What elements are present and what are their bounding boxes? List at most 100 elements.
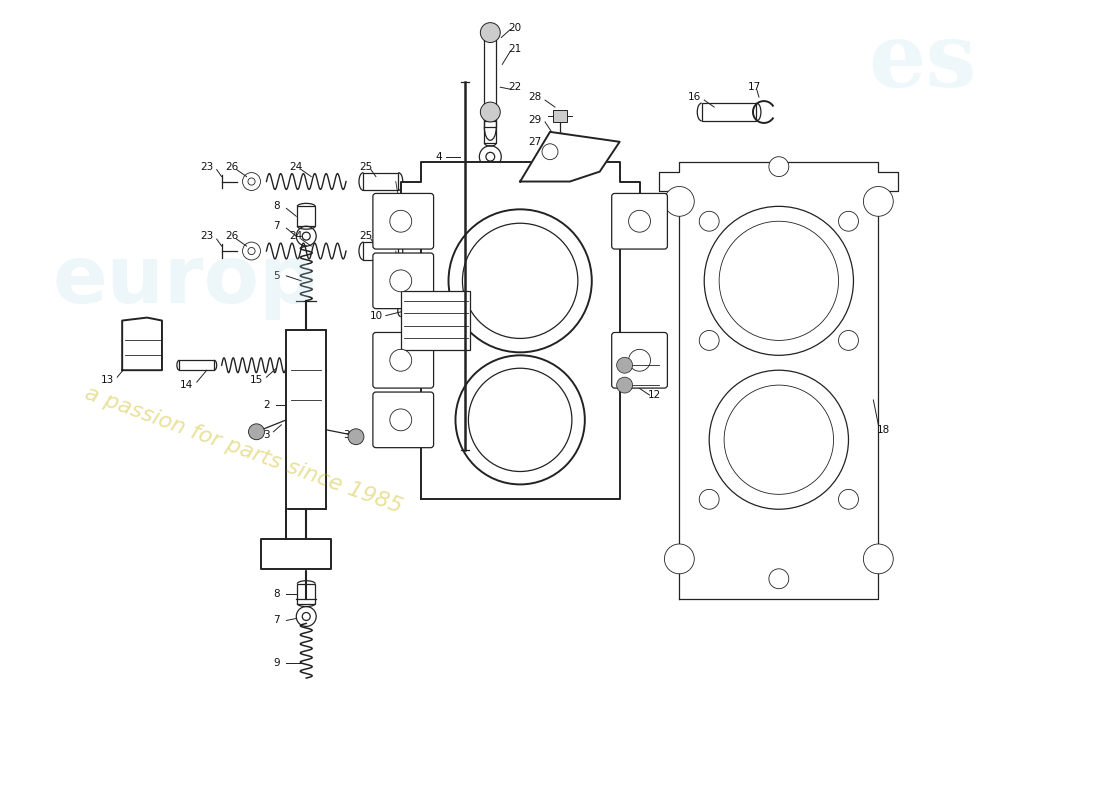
Text: 11: 11 xyxy=(648,370,661,380)
Bar xyxy=(297,206,316,226)
Text: 23: 23 xyxy=(200,231,213,241)
Text: 15: 15 xyxy=(250,375,263,385)
Circle shape xyxy=(710,370,848,510)
FancyBboxPatch shape xyxy=(373,253,433,309)
Circle shape xyxy=(455,355,585,485)
Text: 21: 21 xyxy=(508,45,521,54)
Circle shape xyxy=(389,270,411,292)
Circle shape xyxy=(719,222,838,341)
Circle shape xyxy=(864,186,893,216)
Bar xyxy=(702,103,757,121)
Text: 3: 3 xyxy=(343,430,350,440)
Text: 21: 21 xyxy=(508,178,521,189)
Bar xyxy=(400,290,471,350)
Bar xyxy=(363,173,398,190)
Text: es: es xyxy=(868,19,977,106)
Circle shape xyxy=(700,330,719,350)
Circle shape xyxy=(838,211,858,231)
Bar xyxy=(179,360,214,370)
Circle shape xyxy=(838,490,858,510)
Polygon shape xyxy=(659,162,899,598)
Polygon shape xyxy=(400,162,639,499)
Circle shape xyxy=(704,206,854,355)
Circle shape xyxy=(664,186,694,216)
Circle shape xyxy=(481,102,500,122)
FancyBboxPatch shape xyxy=(373,392,433,448)
Polygon shape xyxy=(520,132,619,182)
Polygon shape xyxy=(122,318,162,370)
Circle shape xyxy=(249,424,264,440)
Circle shape xyxy=(838,330,858,350)
Bar xyxy=(553,110,566,122)
Bar xyxy=(400,305,420,317)
Text: 26: 26 xyxy=(226,231,239,241)
Text: 26: 26 xyxy=(226,162,239,172)
Circle shape xyxy=(664,544,694,574)
Text: 10: 10 xyxy=(370,310,383,321)
Text: 20: 20 xyxy=(508,202,521,211)
Circle shape xyxy=(769,157,789,177)
Text: 27: 27 xyxy=(528,137,541,147)
Bar xyxy=(297,584,316,603)
Text: 18: 18 xyxy=(877,425,890,434)
Text: a passion for parts since 1985: a passion for parts since 1985 xyxy=(82,382,405,517)
Circle shape xyxy=(462,223,578,338)
Bar xyxy=(484,38,496,127)
Circle shape xyxy=(769,569,789,589)
Text: 16: 16 xyxy=(688,92,701,102)
Text: 12: 12 xyxy=(648,390,661,400)
Text: 8: 8 xyxy=(273,589,279,598)
Bar xyxy=(363,242,398,260)
Text: 5: 5 xyxy=(273,271,279,281)
FancyBboxPatch shape xyxy=(373,194,433,249)
Bar xyxy=(484,121,496,142)
Bar xyxy=(484,181,496,202)
Text: 14: 14 xyxy=(180,380,194,390)
Text: 7: 7 xyxy=(273,222,279,231)
Text: 2: 2 xyxy=(263,400,270,410)
Text: 24: 24 xyxy=(289,231,302,241)
Text: 9: 9 xyxy=(273,658,279,668)
Circle shape xyxy=(481,22,500,42)
Text: 17: 17 xyxy=(747,82,760,92)
Text: 22: 22 xyxy=(508,82,521,92)
Text: 19: 19 xyxy=(439,474,452,485)
Bar xyxy=(286,330,326,510)
Text: 7: 7 xyxy=(273,615,279,626)
Circle shape xyxy=(700,211,719,231)
Text: 31: 31 xyxy=(598,162,612,172)
Circle shape xyxy=(389,210,411,232)
Circle shape xyxy=(449,210,592,352)
Circle shape xyxy=(628,210,650,232)
Text: 25: 25 xyxy=(360,231,373,241)
Circle shape xyxy=(389,409,411,430)
Circle shape xyxy=(469,368,572,471)
Text: 20: 20 xyxy=(508,22,521,33)
Text: 29: 29 xyxy=(528,115,541,125)
Text: 8: 8 xyxy=(273,202,279,211)
FancyBboxPatch shape xyxy=(612,194,668,249)
Circle shape xyxy=(617,377,632,393)
Circle shape xyxy=(542,144,558,160)
Circle shape xyxy=(348,429,364,445)
Text: 13: 13 xyxy=(100,375,114,385)
Text: 1: 1 xyxy=(497,490,504,499)
Text: 6: 6 xyxy=(436,218,442,228)
FancyBboxPatch shape xyxy=(373,333,433,388)
Text: 4: 4 xyxy=(436,152,442,162)
Text: 3: 3 xyxy=(263,430,270,440)
Text: 25: 25 xyxy=(360,162,373,172)
Circle shape xyxy=(864,544,893,574)
Text: 30: 30 xyxy=(528,166,541,177)
Circle shape xyxy=(389,350,411,371)
Circle shape xyxy=(724,385,834,494)
Polygon shape xyxy=(262,510,331,569)
Circle shape xyxy=(617,358,632,373)
Text: 23: 23 xyxy=(200,162,213,172)
Text: 24: 24 xyxy=(289,162,302,172)
Circle shape xyxy=(628,350,650,371)
Circle shape xyxy=(700,490,719,510)
Text: 28: 28 xyxy=(528,92,541,102)
Text: europ: europ xyxy=(53,242,317,320)
FancyBboxPatch shape xyxy=(612,333,668,388)
